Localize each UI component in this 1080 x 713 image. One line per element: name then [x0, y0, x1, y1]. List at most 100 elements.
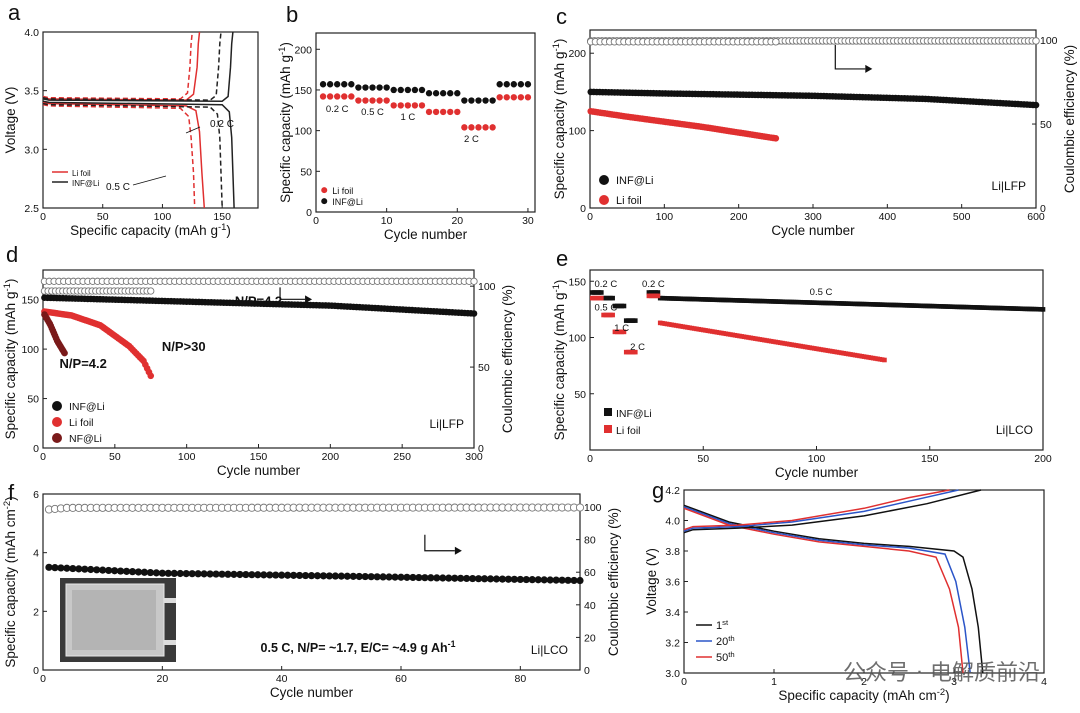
data-point-f	[325, 572, 333, 580]
data-point-c	[1032, 101, 1040, 109]
data-point-f	[152, 569, 160, 577]
legend-label-e: INF@Li	[616, 408, 652, 420]
data-point-b	[376, 84, 383, 91]
data-point-d	[470, 310, 478, 317]
data-point-b	[418, 86, 426, 94]
data-point-f	[540, 576, 548, 584]
data-point-f	[75, 565, 83, 573]
series-line-g	[683, 489, 950, 531]
annotation-d: N/P=4.2	[235, 294, 282, 309]
panel-b: 0 10 20 30 0 50 100 150 200 b Cycle number Specific…	[277, 2, 536, 242]
data-point-b	[461, 124, 468, 131]
data-point-e	[633, 318, 638, 323]
data-point-b	[517, 94, 525, 101]
data-point-e	[655, 290, 661, 295]
x-axis-label-e: Cycle number	[775, 465, 859, 480]
y-axis-label-e: Specific capacity (mAh g-1)	[551, 280, 567, 441]
annotation-b: 2 C	[464, 134, 479, 145]
series-line-g	[683, 504, 984, 674]
x-tick-label-c: 0	[587, 211, 593, 223]
data-point-c	[772, 135, 780, 142]
data-point-f	[45, 563, 53, 571]
y2-tick-label-f: 0	[584, 665, 590, 677]
y-tick-label-f: 6	[33, 489, 39, 501]
legend-label-d: INF@Li	[69, 401, 105, 413]
data-point-f	[379, 573, 387, 581]
x-tick-label-e: 200	[1034, 453, 1052, 465]
ce-point-f	[575, 503, 585, 512]
legend-label-c: INF@Li	[616, 175, 653, 187]
data-point-b	[348, 81, 355, 88]
data-point-f	[510, 575, 518, 583]
data-point-f	[439, 574, 447, 582]
data-point-e	[610, 312, 615, 318]
data-point-f	[313, 572, 322, 580]
y-tick-label-a: 2.5	[24, 203, 39, 215]
data-point-e	[621, 329, 627, 335]
pouch-cell-tab	[164, 640, 176, 645]
x-tick-label-g: 4	[1041, 676, 1047, 688]
series-line-a	[42, 31, 234, 102]
data-point-f	[182, 569, 190, 578]
data-point-f	[266, 571, 274, 579]
data-point-b	[390, 86, 397, 94]
legend-label-d: Li foil	[69, 417, 94, 429]
legend-swatch-b	[321, 198, 328, 205]
data-point-f	[128, 568, 137, 576]
data-point-f	[433, 574, 441, 582]
y-tick-label-g: 3.6	[665, 577, 680, 589]
x-axis-label-g: Specific capacity (mAh cm-2)	[778, 687, 949, 703]
data-point-b	[510, 81, 518, 88]
legend-label-a: Li foil	[72, 169, 91, 178]
panel-label-e: e	[556, 246, 568, 271]
annotation-a: 0.5 C	[106, 182, 130, 193]
data-point-f	[69, 564, 77, 573]
plot-frame-b	[315, 32, 536, 213]
annotation-c: Li|LFP	[992, 179, 1026, 193]
x-tick-label-f: 80	[514, 673, 526, 685]
x-tick-label-d: 250	[393, 451, 411, 463]
data-point-b	[432, 108, 440, 116]
y-tick-label-b: 50	[300, 166, 312, 178]
y2-tick-label-d: 50	[478, 362, 490, 374]
x-tick-label-e: 150	[921, 453, 939, 465]
y2-axis-label-c: Coulombic efficiency (%)	[1062, 45, 1077, 193]
annotation-e: 0.2 C	[642, 279, 665, 290]
legend-label-a: INF@Li	[72, 179, 99, 188]
y-axis-label-f: Specific capacity (mAh cm-2)	[2, 496, 18, 667]
data-point-b	[439, 90, 447, 97]
data-point-b	[425, 90, 433, 97]
series-line-g	[683, 507, 964, 674]
legend-swatch-e	[604, 408, 612, 416]
data-point-b	[326, 93, 334, 100]
x-tick-label-e: 100	[808, 453, 826, 465]
data-point-b	[475, 97, 482, 104]
data-point-f	[486, 575, 495, 583]
x-tick-label-a: 100	[154, 211, 172, 223]
series-line-g	[683, 506, 971, 674]
x-tick-label-c: 300	[804, 211, 822, 223]
y-tick-label-c: 100	[568, 126, 586, 138]
y2-tick-label-c: 50	[1040, 119, 1052, 131]
axis-arrow-c	[834, 44, 866, 70]
data-point-b	[510, 94, 518, 101]
data-point-f	[194, 570, 202, 578]
legend-label-g: 50th	[716, 650, 735, 664]
data-point-f	[373, 573, 381, 581]
data-point-b	[397, 86, 404, 94]
data-point-f	[343, 572, 351, 580]
annotation-d: N/P>30	[162, 339, 206, 354]
y2-tick-label-f: 40	[584, 600, 596, 612]
x-tick-label-d: 0	[40, 451, 46, 463]
data-point-f	[200, 570, 208, 578]
pouch-cell-tab	[164, 598, 176, 603]
panel-a: 0 50 100 150 2.5 3.0 3.5 4.0a Specific capacity …	[3, 0, 259, 238]
data-point-f	[111, 567, 119, 575]
y2-axis-label-d: Coulombic efficiency (%)	[500, 285, 515, 433]
x-axis-label-a: Specific capacity (mAh g-1)	[70, 222, 231, 238]
data-point-f	[105, 566, 113, 575]
y2-tick-label-d: 0	[478, 443, 484, 455]
x-tick-label-c: 100	[656, 211, 674, 223]
y-tick-label-g: 4.0	[665, 516, 680, 528]
